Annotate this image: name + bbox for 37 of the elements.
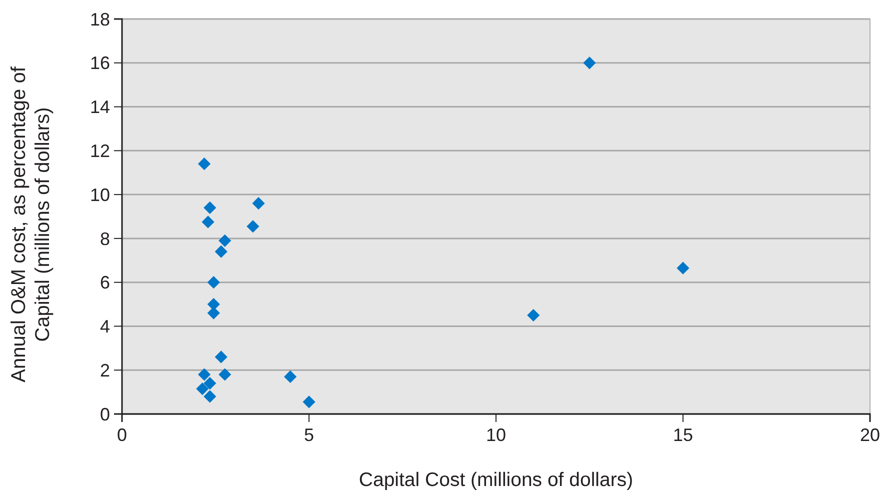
- point: [207, 298, 220, 311]
- x-tick-label: 0: [116, 424, 128, 445]
- x-tick-label: 15: [672, 424, 694, 445]
- point: [218, 368, 232, 381]
- point: [214, 245, 228, 258]
- point: [252, 197, 265, 210]
- point: [198, 158, 211, 170]
- point: [302, 396, 316, 408]
- y-tick-label: 12: [90, 140, 110, 161]
- point: [214, 350, 228, 364]
- point: [204, 390, 216, 403]
- x-tick-label: 10: [486, 424, 506, 445]
- y-tick-label: 8: [100, 228, 110, 249]
- point: [218, 234, 232, 247]
- point: [204, 201, 216, 214]
- y-tick-label: 2: [100, 360, 110, 380]
- x-axis-title: Capital Cost (millions of dollars): [358, 469, 634, 491]
- x-tick-label: 5: [304, 424, 314, 445]
- y-tick-label: 16: [90, 53, 110, 74]
- y-tick-label: 6: [100, 272, 110, 293]
- point: [198, 368, 211, 381]
- point: [676, 262, 690, 274]
- y-tick-label: 14: [90, 97, 110, 118]
- point: [204, 376, 216, 390]
- point: [196, 382, 209, 396]
- y-tick-label: 0: [100, 404, 110, 424]
- point: [246, 220, 260, 233]
- y-tick-label: 10: [90, 184, 110, 205]
- y-tick-label: 18: [90, 9, 110, 30]
- point: [207, 276, 220, 289]
- x-tick-label: 20: [860, 424, 880, 445]
- point: [527, 308, 540, 322]
- point: [202, 216, 214, 228]
- point: [284, 370, 297, 383]
- y-axis-title: Annual O&M cost, as percentage of Capital (millions of dollars): [8, 66, 54, 382]
- y-tick-label: 4: [100, 316, 110, 337]
- point: [583, 56, 596, 70]
